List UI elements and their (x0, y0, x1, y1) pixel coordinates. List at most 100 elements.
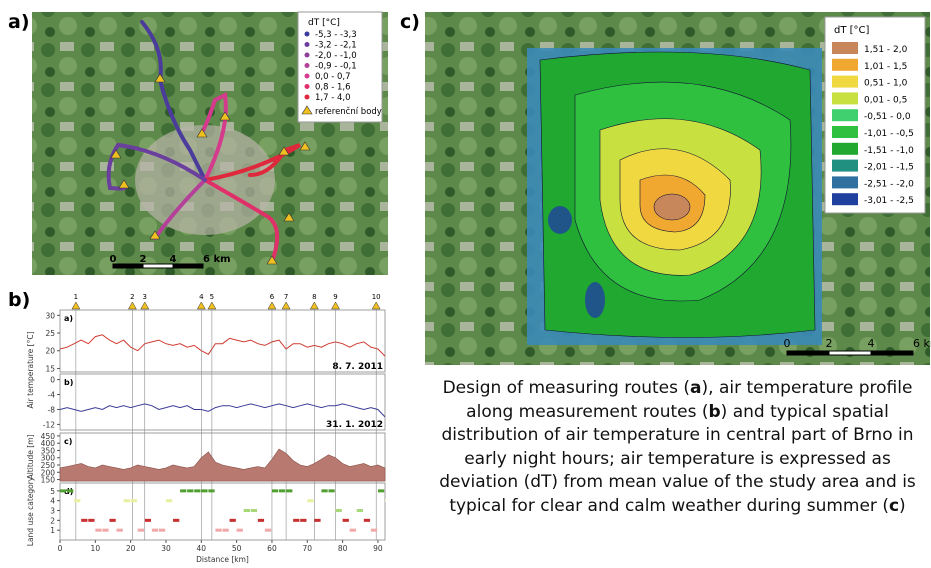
land-use-mark (286, 489, 292, 492)
y-tick-label: 3 (50, 507, 55, 516)
land-use-mark (67, 489, 73, 492)
y-tick-label: 5 (50, 487, 55, 496)
reference-label: 9 (333, 293, 337, 301)
legend-label: -1,01 - -0,5 (864, 129, 914, 139)
legend-label: -0,9 - -0,1 (315, 62, 357, 72)
land-use-mark (88, 519, 94, 522)
date-annotation: 8. 7. 2011 (332, 362, 383, 372)
y-tick-label: 0 (50, 376, 55, 385)
land-use-mark (180, 489, 186, 492)
land-use-mark (208, 489, 214, 492)
land-use-mark (230, 519, 236, 522)
temperature-line (60, 404, 385, 417)
y-tick-label: 30 (45, 311, 55, 320)
land-use-mark (265, 529, 271, 532)
legend-label: referenční body (315, 106, 382, 117)
y-axis-label: Land use category (26, 476, 35, 546)
caption-text: ) (899, 496, 906, 516)
legend-label: -2,0 - -1,0 (315, 51, 357, 61)
x-tick-label: 70 (303, 544, 313, 553)
legend-swatch (832, 109, 858, 121)
x-tick-label: 0 (58, 544, 63, 553)
x-tick-label: 60 (267, 544, 277, 553)
legend-label: 0,8 - 1,6 (315, 83, 351, 93)
land-use-mark (385, 499, 386, 502)
land-use-mark (244, 509, 250, 512)
land-use-mark (117, 529, 123, 532)
caption: Design of measuring routes (a), air temp… (425, 377, 930, 518)
panel-label: c) (400, 11, 420, 33)
x-tick-label: 10 (91, 544, 101, 553)
land-use-mark (215, 529, 221, 532)
reference-label: 6 (270, 293, 275, 301)
legend-swatch (305, 42, 310, 47)
land-use-mark (364, 519, 370, 522)
temperature-line (60, 335, 385, 356)
scale-label: 0 (110, 254, 117, 265)
land-use-mark (74, 499, 80, 502)
reference-label: 3 (143, 293, 147, 301)
subplot-title: a) (64, 314, 73, 323)
legend-swatch (305, 32, 310, 37)
land-use-mark (300, 519, 306, 522)
x-tick-label: 30 (161, 544, 171, 553)
x-tick-label: 90 (373, 544, 383, 553)
legend-label: -2,01 - -1,5 (864, 163, 914, 173)
legend-swatch (832, 42, 858, 54)
altitude-area (60, 449, 385, 481)
land-use-mark (258, 519, 264, 522)
reference-marker (268, 302, 276, 309)
reference-label: 5 (210, 293, 214, 301)
land-use-mark (145, 519, 151, 522)
land-use-mark (293, 519, 299, 522)
land-use-mark (314, 519, 320, 522)
reference-marker (208, 302, 216, 309)
legend-swatch (305, 95, 310, 100)
land-use-mark (279, 489, 285, 492)
scale-label: 6 km (913, 337, 931, 350)
land-use-mark (223, 529, 229, 532)
y-tick-label: 25 (45, 329, 55, 338)
reference-marker (372, 302, 380, 309)
reference-label: 10 (372, 293, 381, 301)
reference-marker (310, 302, 318, 309)
reference-label: 2 (130, 293, 134, 301)
legend-label: -1,51 - -1,0 (864, 146, 914, 156)
legend-swatch (832, 160, 858, 172)
legend-title: dT [°C] (308, 18, 340, 28)
caption-text: Design of measuring routes ( (443, 378, 690, 398)
legend-label: -2,51 - -2,0 (864, 179, 914, 189)
x-tick-label: 40 (197, 544, 207, 553)
land-use-mark (138, 529, 144, 532)
reference-label: 4 (199, 293, 204, 301)
reference-label: 7 (284, 293, 288, 301)
land-use-mark (187, 489, 193, 492)
land-use-mark (307, 499, 313, 502)
caption-text: b (709, 402, 721, 422)
legend-label: 1,7 - 4,0 (315, 93, 351, 103)
land-use-mark (109, 519, 115, 522)
legend-swatch (832, 126, 858, 138)
land-use-mark (81, 519, 87, 522)
legend-label: -0,51 - 0,0 (864, 112, 911, 122)
legend-swatch (832, 143, 858, 155)
scale-label: 2 (826, 337, 833, 350)
y-tick-label: 1 (50, 526, 55, 535)
legend-swatch (832, 76, 858, 88)
caption-text: a (690, 378, 701, 398)
y-axis-label: Altitude [m] (26, 435, 35, 480)
land-use-mark (350, 529, 356, 532)
x-tick-label: 20 (126, 544, 136, 553)
legend-swatch (832, 59, 858, 71)
legend-swatch (305, 53, 310, 58)
land-use-mark (124, 499, 130, 502)
land-use-mark (343, 519, 349, 522)
y-axis-label: Air temperature [°C] (26, 331, 35, 408)
land-use-mark (95, 529, 101, 532)
legend-label: 1,01 - 1,5 (864, 62, 907, 72)
y-tick-label: 4 (50, 497, 55, 506)
y-tick-label: 20 (45, 347, 55, 356)
legend-swatch (832, 193, 858, 205)
land-use-mark (357, 509, 363, 512)
land-use-mark (131, 499, 137, 502)
